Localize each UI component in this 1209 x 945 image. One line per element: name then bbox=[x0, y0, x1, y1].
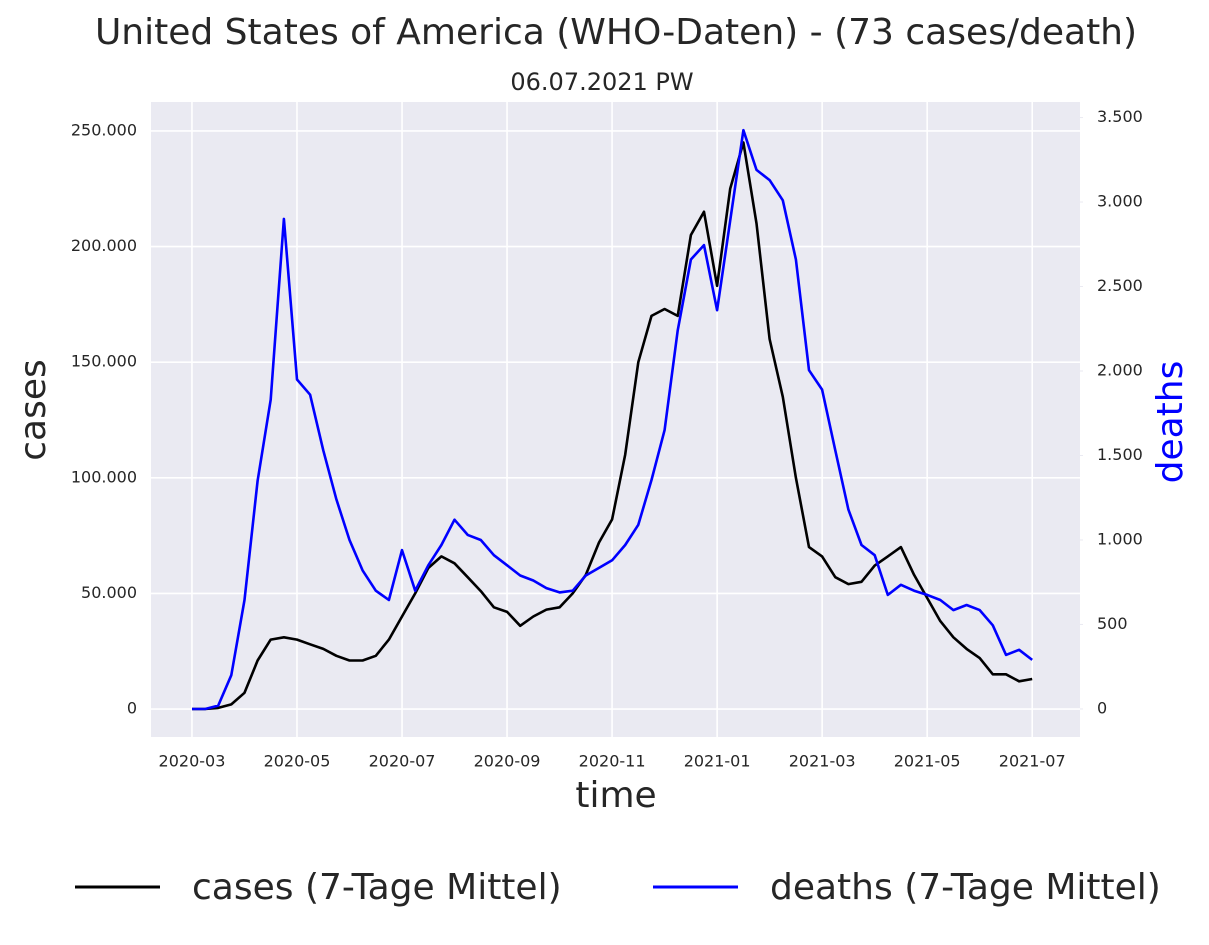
y2-tick-label: 2.500 bbox=[1097, 276, 1143, 295]
y-tick-label: 100.000 bbox=[71, 467, 137, 486]
y-tick-label: 250.000 bbox=[71, 120, 137, 139]
x-tick-label: 2020-05 bbox=[264, 752, 331, 771]
y-tick-label: 200.000 bbox=[71, 236, 137, 255]
x-tick-label: 2020-03 bbox=[159, 752, 226, 771]
chart-title: United States of America (WHO-Daten) - (… bbox=[95, 12, 1137, 53]
y2-tick-label: 2.000 bbox=[1097, 361, 1143, 380]
legend-label: deaths (7-Tage Mittel) bbox=[770, 867, 1161, 908]
y-axis-label: cases bbox=[13, 359, 54, 461]
data-line bbox=[192, 128, 1033, 711]
y2-tick-label: 1.000 bbox=[1097, 529, 1143, 548]
x-axis-label: time bbox=[575, 775, 656, 816]
x-tick-label: 2021-07 bbox=[999, 752, 1066, 771]
y2-tick-label: 1.500 bbox=[1097, 445, 1143, 464]
x-tick-label: 2021-03 bbox=[789, 752, 856, 771]
y-tick-label: 0 bbox=[127, 699, 137, 718]
data-line bbox=[192, 141, 1033, 711]
x-tick-label: 2021-01 bbox=[684, 752, 751, 771]
chart-subtitle: 06.07.2021 PW bbox=[510, 68, 693, 96]
x-tick-label: 2020-07 bbox=[369, 752, 436, 771]
y2-tick-label: 3.000 bbox=[1097, 192, 1143, 211]
y2-tick-label: 0 bbox=[1097, 698, 1107, 717]
y-tick-label: 150.000 bbox=[71, 352, 137, 371]
legend-label: cases (7-Tage Mittel) bbox=[192, 867, 562, 908]
x-tick-label: 2020-11 bbox=[579, 752, 646, 771]
x-tick-label: 2021-05 bbox=[894, 752, 961, 771]
y2-tick-label: 500 bbox=[1097, 614, 1128, 633]
y-tick-label: 50.000 bbox=[81, 583, 137, 602]
y2-axis-label: deaths bbox=[1150, 361, 1191, 484]
y2-tick-label: 3.500 bbox=[1097, 107, 1143, 126]
x-tick-label: 2020-09 bbox=[474, 752, 541, 771]
plot-area bbox=[151, 102, 1080, 737]
